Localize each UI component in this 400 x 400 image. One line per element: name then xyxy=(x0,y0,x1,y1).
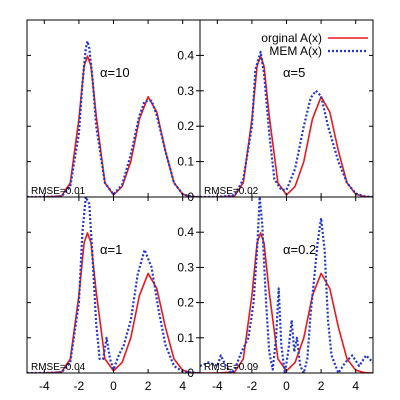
x-tick-label: -2 xyxy=(74,379,85,393)
legend-label-original: orginal A(x) xyxy=(261,31,322,45)
x-tick-label: 4 xyxy=(352,379,359,393)
alpha-label: α=1 xyxy=(100,242,122,257)
y-tick-label: 0.3 xyxy=(177,84,194,98)
x-tick-label: 2 xyxy=(318,379,325,393)
series-line-mem xyxy=(27,40,200,197)
rmse-label: RMSE=0.09 xyxy=(204,362,259,373)
rmse-label: RMSE=0.02 xyxy=(204,186,259,197)
legend: orginal A(x) MEM A(x) xyxy=(261,31,368,58)
y-tick-label: 0.4 xyxy=(177,48,194,62)
x-tick-label: 0 xyxy=(283,379,290,393)
alpha-label: α=10 xyxy=(100,65,130,80)
panels-group: 00.10.20.30.4α=10RMSE=0.01α=5RMSE=0.02-4… xyxy=(26,19,374,393)
y-tick-label: 0.3 xyxy=(177,260,194,274)
y-tick-label: 0.1 xyxy=(177,155,194,169)
x-tick-label: 4 xyxy=(179,379,186,393)
x-tick-label: -4 xyxy=(212,379,223,393)
rmse-label: RMSE=0.01 xyxy=(31,186,86,197)
series-line-mem xyxy=(200,50,373,197)
x-tick-label: 2 xyxy=(145,379,152,393)
x-tick-label: 0 xyxy=(110,379,117,393)
series-line-mem xyxy=(27,197,200,373)
series-line-mem xyxy=(200,197,373,373)
alpha-label: α=0.2 xyxy=(283,242,316,257)
x-tick-label: -2 xyxy=(247,379,258,393)
legend-label-mem: MEM A(x) xyxy=(269,44,322,58)
rmse-label: RMSE=0.04 xyxy=(31,362,86,373)
x-tick-label: -4 xyxy=(39,379,50,393)
y-tick-label: 0.2 xyxy=(177,296,194,310)
y-tick-label: 0 xyxy=(187,366,194,380)
y-tick-label: 0.4 xyxy=(177,225,194,239)
panel-bottom-right: -4 -2 0 2 4 α=0.2 RMSE=0.09 xyxy=(199,196,374,393)
y-tick-label: 0.1 xyxy=(177,331,194,345)
y-tick-label: 0.2 xyxy=(177,119,194,133)
alpha-label: α=5 xyxy=(283,65,305,80)
